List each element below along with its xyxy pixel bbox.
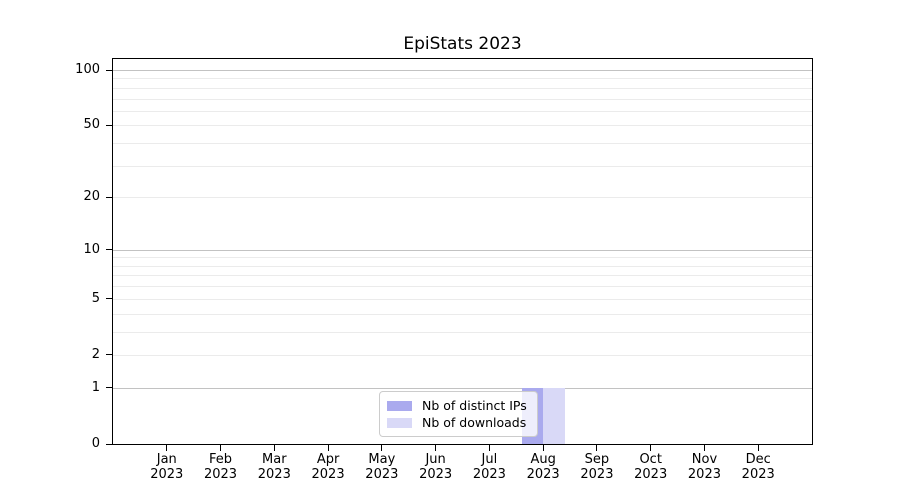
- y-tick-label: 100: [75, 62, 100, 77]
- y-tick: [106, 298, 113, 300]
- minor-gridline: [113, 354, 812, 356]
- x-tick: [273, 444, 275, 451]
- x-tick-month: Jul: [481, 452, 498, 467]
- x-tick-month: May: [368, 452, 396, 467]
- y-tick-label: 10: [83, 241, 100, 257]
- x-tick-year: 2023: [472, 467, 506, 482]
- legend-swatch-distinct-ips: [387, 400, 412, 411]
- x-tick-month: Sep: [584, 452, 610, 467]
- x-tick: [703, 444, 705, 451]
- minor-gridline: [113, 313, 812, 315]
- x-tick: [435, 444, 437, 451]
- y-tick-label: 1: [91, 379, 100, 395]
- legend-label-downloads: Nb of downloads: [422, 415, 527, 430]
- x-tick: [488, 444, 490, 451]
- x-tick-label: May 2023: [347, 452, 417, 482]
- x-tick-label: Apr 2023: [293, 452, 363, 482]
- x-tick-month: Apr: [316, 452, 340, 467]
- y-tick: [106, 196, 113, 198]
- minor-gridline: [113, 110, 812, 112]
- x-tick-year: 2023: [257, 467, 291, 482]
- x-tick-label: Jun 2023: [401, 452, 471, 482]
- y-tick: [106, 443, 113, 445]
- x-tick-year: 2023: [365, 467, 399, 482]
- x-tick-month: Oct: [639, 452, 662, 467]
- x-tick-label: Mar 2023: [239, 452, 309, 482]
- x-tick-label: Dec 2023: [723, 452, 793, 482]
- minor-gridline: [113, 257, 812, 259]
- minor-gridline: [113, 298, 812, 300]
- legend-entry-downloads: Nb of downloads: [387, 414, 527, 431]
- legend: Nb of distinct IPs Nb of downloads: [379, 391, 538, 437]
- x-tick-month: Feb: [209, 452, 233, 467]
- major-gridline: [113, 387, 812, 389]
- minor-gridline: [113, 197, 812, 199]
- y-tick: [106, 69, 113, 71]
- legend-swatch-downloads: [387, 417, 412, 428]
- minor-gridline: [113, 125, 812, 127]
- x-tick-label: Jul 2023: [454, 452, 524, 482]
- minor-gridline: [113, 165, 812, 167]
- x-tick-label: Oct 2023: [616, 452, 686, 482]
- x-tick-year: 2023: [311, 467, 345, 482]
- x-tick-month: Mar: [262, 452, 287, 467]
- x-tick: [381, 444, 383, 451]
- minor-gridline: [113, 331, 812, 333]
- minor-gridline: [113, 286, 812, 288]
- y-tick: [106, 249, 113, 251]
- x-tick-year: 2023: [526, 467, 560, 482]
- x-tick-month: Nov: [691, 452, 718, 467]
- y-tick-label: 0: [91, 436, 100, 451]
- minor-gridline: [113, 98, 812, 100]
- x-tick-year: 2023: [150, 467, 184, 482]
- minor-gridline: [113, 143, 812, 145]
- x-tick-year: 2023: [203, 467, 238, 482]
- x-tick-year: 2023: [741, 467, 775, 482]
- legend-entry-distinct-ips: Nb of distinct IPs: [387, 397, 527, 414]
- x-tick-label: Sep 2023: [562, 452, 632, 482]
- y-tick-label: 20: [83, 189, 100, 205]
- major-gridline: [113, 249, 812, 251]
- y-tick: [106, 354, 113, 356]
- x-tick-label: Feb 2023: [186, 452, 256, 482]
- x-tick-month: Aug: [530, 452, 556, 467]
- x-tick-month: Jun: [425, 452, 446, 467]
- x-tick-month: Dec: [745, 452, 771, 467]
- x-tick-year: 2023: [634, 467, 668, 482]
- x-tick-label: Jan 2023: [132, 452, 202, 482]
- x-tick-year: 2023: [419, 467, 453, 482]
- x-tick-month: Jan: [156, 452, 177, 467]
- minor-gridline: [113, 275, 812, 277]
- major-gridline: [113, 70, 812, 71]
- y-tick-label: 50: [83, 117, 100, 133]
- minor-gridline: [113, 265, 812, 267]
- chart-title: EpiStats 2023: [403, 34, 522, 54]
- x-tick: [220, 444, 222, 451]
- bar-downloads: [543, 387, 565, 444]
- x-tick-label: Aug 2023: [508, 452, 578, 482]
- x-tick: [596, 444, 598, 451]
- y-tick-label: 2: [91, 346, 100, 362]
- minor-gridline: [113, 78, 812, 80]
- y-tick: [106, 387, 113, 389]
- y-tick-label: 5: [91, 290, 100, 306]
- x-tick-year: 2023: [580, 467, 614, 482]
- legend-label-distinct-ips: Nb of distinct IPs: [422, 398, 527, 413]
- x-tick: [542, 444, 544, 451]
- x-tick: [650, 444, 652, 451]
- x-tick: [327, 444, 329, 451]
- plot-area: [112, 58, 813, 445]
- x-tick-label: Nov 2023: [669, 452, 739, 482]
- minor-gridline: [113, 87, 812, 89]
- y-tick: [106, 124, 113, 126]
- x-tick: [166, 444, 168, 451]
- x-tick: [757, 444, 759, 451]
- x-tick-year: 2023: [687, 467, 721, 482]
